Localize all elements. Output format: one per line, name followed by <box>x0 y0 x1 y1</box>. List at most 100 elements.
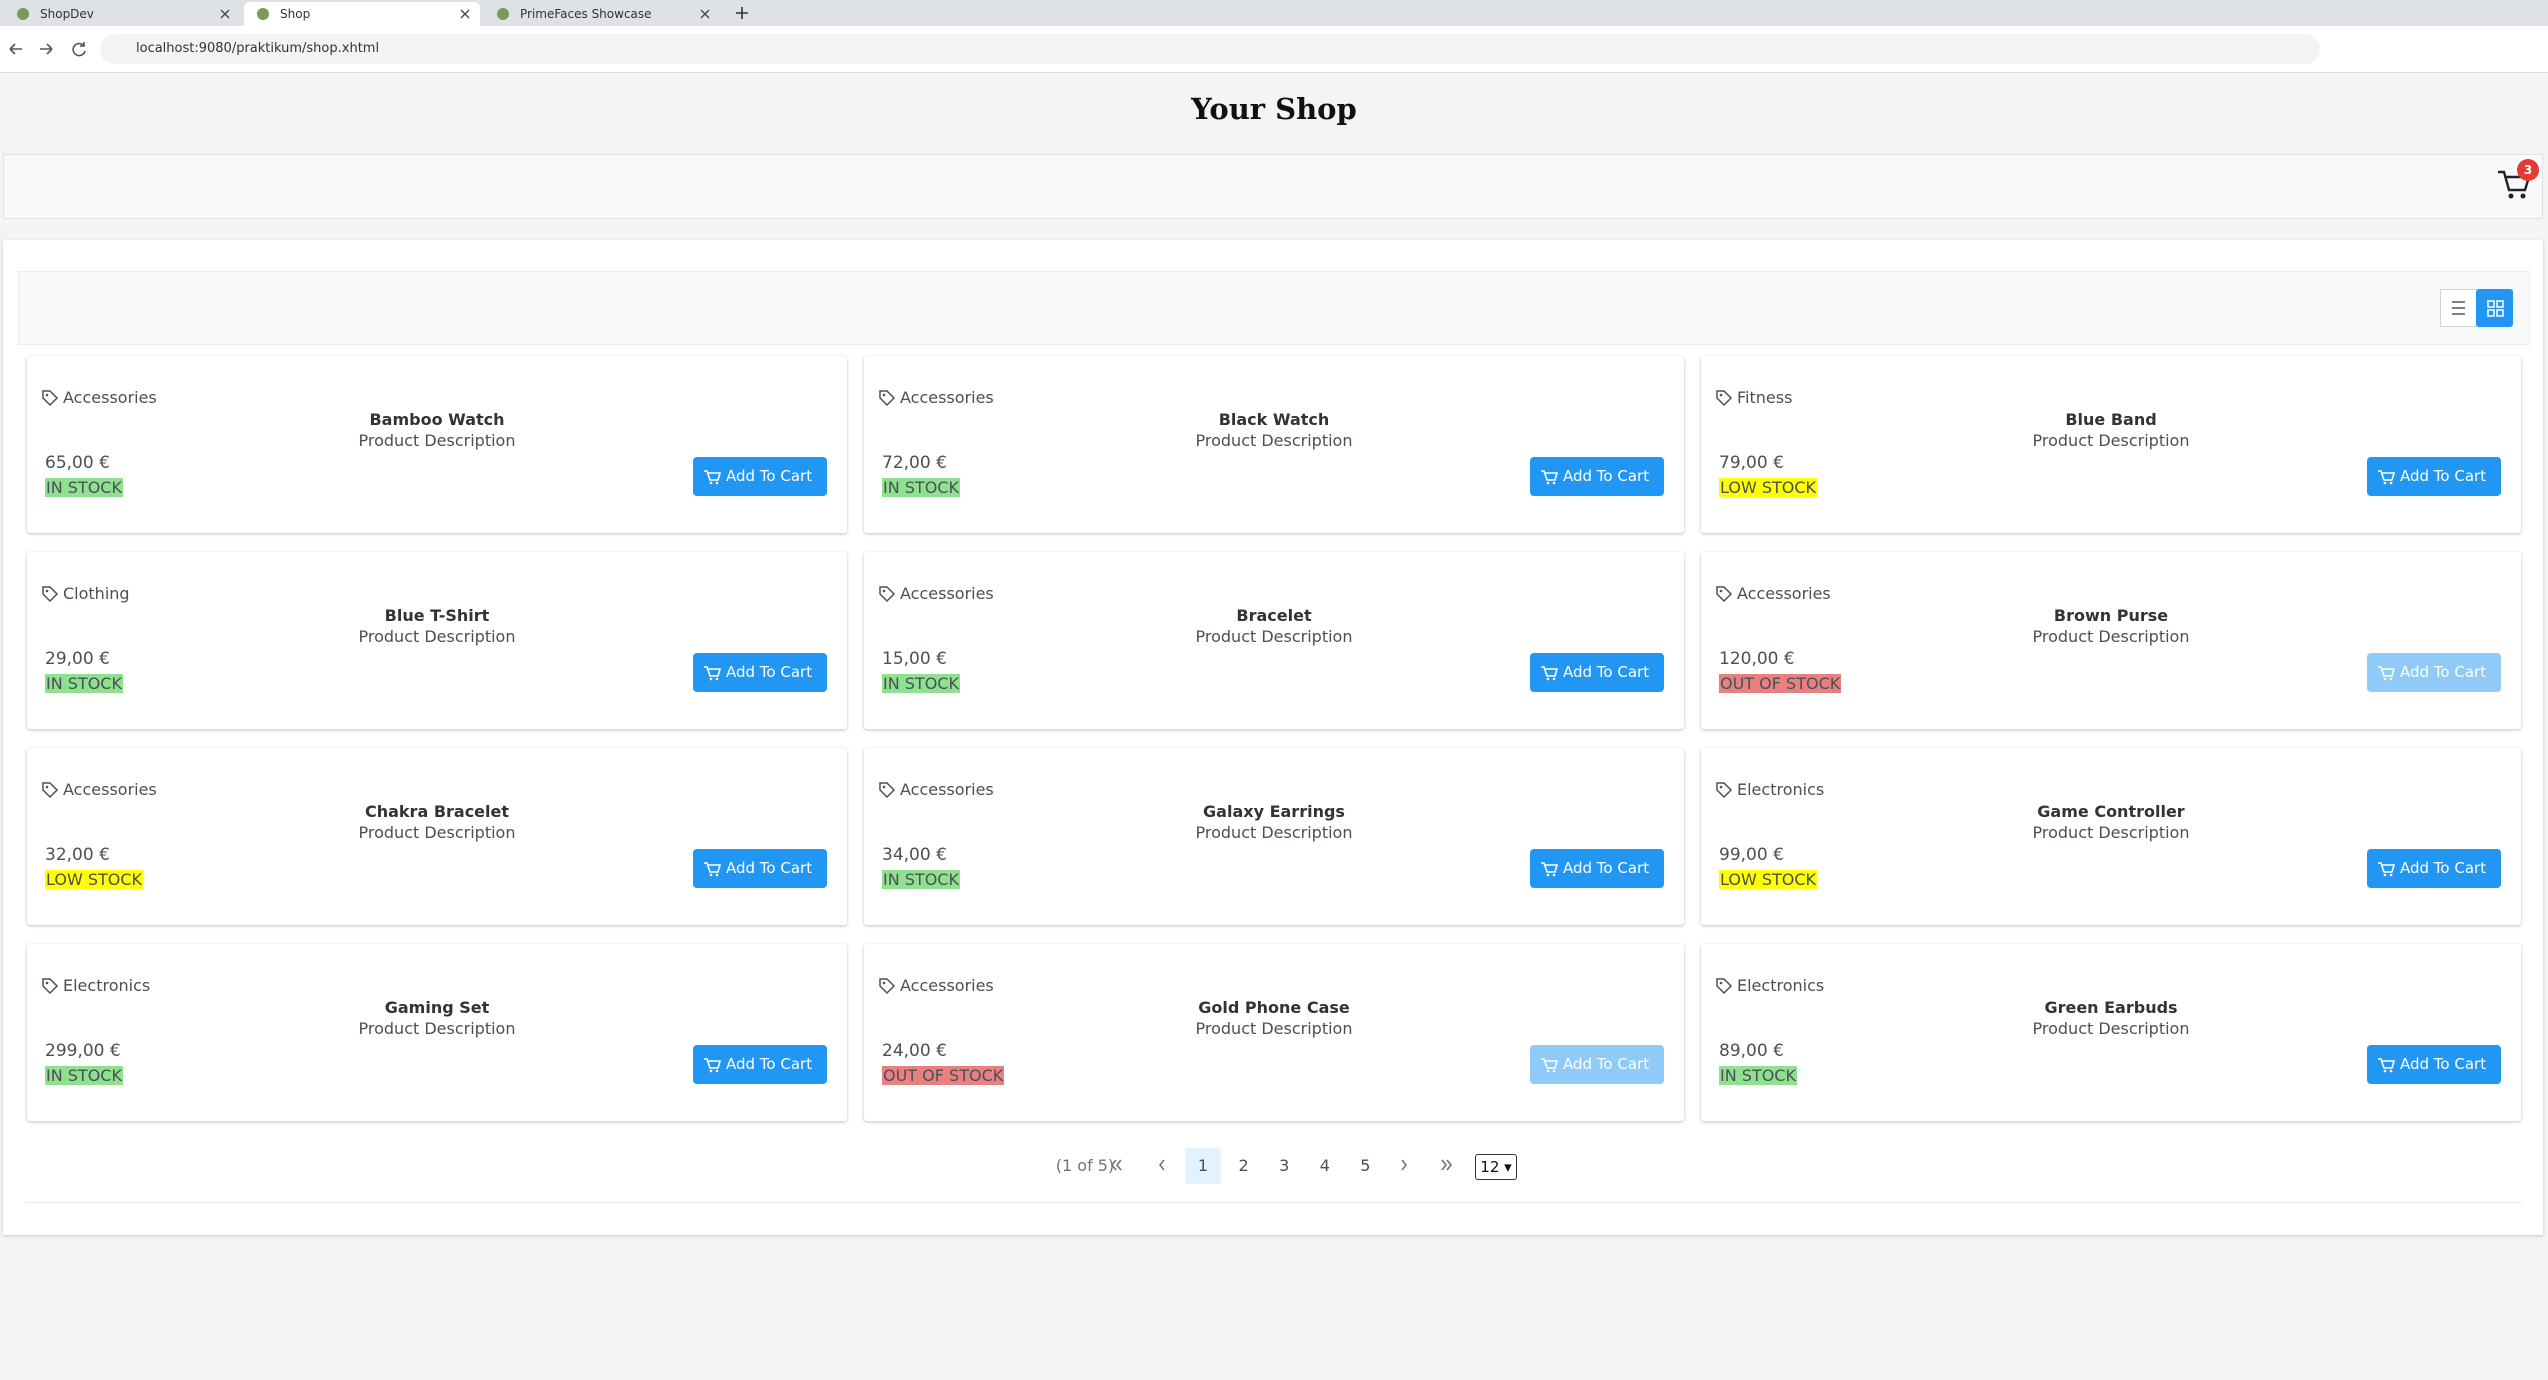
product-description: Product Description <box>2032 1019 2190 1038</box>
product-card: Electronics Gaming Set Product Description… <box>27 944 847 1121</box>
stock-status: IN STOCK <box>45 478 123 497</box>
browser-tab[interactable]: Shop <box>244 2 480 26</box>
add-to-cart-button[interactable]: Add To Cart <box>2367 457 2501 496</box>
price: 29,00 € <box>45 649 110 669</box>
stock-status: IN STOCK <box>45 1066 123 1085</box>
button-label: Add To Cart <box>1563 1055 1650 1073</box>
product-card: Accessories Brown Purse Product Descriptio… <box>1701 552 2521 729</box>
product-card: Electronics Game Controller Product Descri… <box>1701 748 2521 925</box>
product-description: Product Description <box>2032 627 2190 646</box>
category: Electronics <box>63 976 151 995</box>
category: Accessories <box>900 780 994 799</box>
tab-title: PrimeFaces Showcase <box>520 7 652 21</box>
stock-status: IN STOCK <box>882 674 960 693</box>
address-bar: localhost:9080/praktikum/shop.xhtml <box>0 26 2548 73</box>
header-bar <box>3 154 2543 219</box>
add-to-cart-button[interactable]: Add To Cart <box>1530 849 1664 888</box>
next-last[interactable] <box>1396 1156 1466 1176</box>
category: Accessories <box>63 388 157 407</box>
stock-status: IN STOCK <box>1719 1066 1797 1085</box>
page-link[interactable]: 4 <box>1319 1156 1330 1175</box>
category: Electronics <box>1737 976 1825 995</box>
tab-strip: ShopDev Shop PrimeFaces Showcase <box>0 0 2548 26</box>
button-label: Add To Cart <box>2400 467 2487 485</box>
divider <box>26 1202 2522 1203</box>
button-label: Add To Cart <box>1563 663 1650 681</box>
toolbar <box>18 271 2530 345</box>
button-label: Add To Cart <box>2400 859 2487 877</box>
cart-badge: 3 <box>2517 159 2539 181</box>
new-tab[interactable] <box>733 4 751 22</box>
button-label: Add To Cart <box>1563 859 1650 877</box>
add-to-cart-button[interactable]: Add To Cart <box>693 653 827 692</box>
page-link[interactable]: 3 <box>1279 1156 1290 1175</box>
browser-tab[interactable]: ShopDev <box>4 2 240 26</box>
category: Electronics <box>1737 780 1825 799</box>
button-label: Add To Cart <box>2400 1055 2487 1073</box>
category: Fitness <box>1737 388 1793 407</box>
tab-title: Shop <box>280 7 311 21</box>
add-to-cart-button[interactable]: Add To Cart <box>693 1045 827 1084</box>
tab-title: ShopDev <box>40 7 94 21</box>
product-description: Product Description <box>2032 431 2190 450</box>
button-label: Add To Cart <box>726 467 813 485</box>
product-card: Accessories Galaxy Earrings Product Descri… <box>864 748 1684 925</box>
product-description: Product Description <box>358 627 516 646</box>
category: Accessories <box>900 388 994 407</box>
url-field[interactable]: localhost:9080/praktikum/shop.xhtml <box>100 34 2320 64</box>
url: localhost:9080/praktikum/shop.xhtml <box>136 41 380 56</box>
add-to-cart-button[interactable]: Add To Cart <box>1530 457 1664 496</box>
product-name: Black Watch <box>1218 410 1330 429</box>
product-description: Product Description <box>1195 627 1353 646</box>
price: 120,00 € <box>1719 649 1795 669</box>
stock-status: OUT OF STOCK <box>1719 674 1842 693</box>
category: Accessories <box>900 976 994 995</box>
price: 24,00 € <box>882 1041 947 1061</box>
product-description: Product Description <box>1195 1019 1353 1038</box>
category: Accessories <box>63 780 157 799</box>
nav-buttons[interactable] <box>6 38 90 60</box>
category: Accessories <box>1737 584 1831 603</box>
stock-status: IN STOCK <box>882 870 960 889</box>
page-summary: (1 of 5) <box>1055 1156 1115 1175</box>
layout-toggle[interactable] <box>2440 289 2514 329</box>
add-to-cart-button[interactable]: Add To Cart <box>2367 849 2501 888</box>
product-card: Fitness Blue Band Product Description 79,00… <box>1701 356 2521 533</box>
category: Accessories <box>900 584 994 603</box>
add-to-cart-button[interactable]: Add To Cart <box>2367 1045 2501 1084</box>
product-card: Accessories Black Watch Product Descriptio… <box>864 356 1684 533</box>
add-to-cart-button[interactable]: Add To Cart <box>693 849 827 888</box>
page-link[interactable]: 1 <box>1185 1148 1221 1184</box>
product-description: Product Description <box>2032 823 2190 842</box>
stock-status: LOW STOCK <box>1719 870 1818 889</box>
product-card: Accessories Bamboo Watch Product Descripti… <box>27 356 847 533</box>
product-name: Bamboo Watch <box>369 410 505 429</box>
product-name: Green Earbuds <box>2044 998 2178 1017</box>
product-name: Galaxy Earrings <box>1203 802 1345 821</box>
product-card: Electronics Green Earbuds Product Descript… <box>1701 944 2521 1121</box>
product-name: Blue Band <box>2065 410 2157 429</box>
rows-select[interactable]: 12 ▾ <box>1475 1154 1517 1180</box>
browser-tab[interactable]: PrimeFaces Showcase <box>484 2 720 26</box>
price: 65,00 € <box>45 453 110 473</box>
page-link[interactable]: 5 <box>1360 1156 1371 1175</box>
rows-value: 12 <box>1480 1158 1500 1176</box>
stock-status: IN STOCK <box>882 478 960 497</box>
price: 99,00 € <box>1719 845 1784 865</box>
page-link[interactable]: 2 <box>1238 1156 1249 1175</box>
product-name: Blue T-Shirt <box>384 606 490 625</box>
product-card: Accessories Bracelet Product Description 15… <box>864 552 1684 729</box>
product-description: Product Description <box>1195 823 1353 842</box>
add-to-cart-button[interactable]: Add To Cart <box>1530 653 1664 692</box>
product-name: Chakra Bracelet <box>364 802 510 821</box>
first-prev[interactable] <box>1110 1156 1190 1176</box>
button-label: Add To Cart <box>726 663 813 681</box>
stock-status: OUT OF STOCK <box>882 1066 1005 1085</box>
price: 34,00 € <box>882 845 947 865</box>
price: 72,00 € <box>882 453 947 473</box>
button-label: Add To Cart <box>726 1055 813 1073</box>
product-card: Accessories Gold Phone Case Product Descri… <box>864 944 1684 1121</box>
product-description: Product Description <box>1195 431 1353 450</box>
add-to-cart-button[interactable]: Add To Cart <box>693 457 827 496</box>
